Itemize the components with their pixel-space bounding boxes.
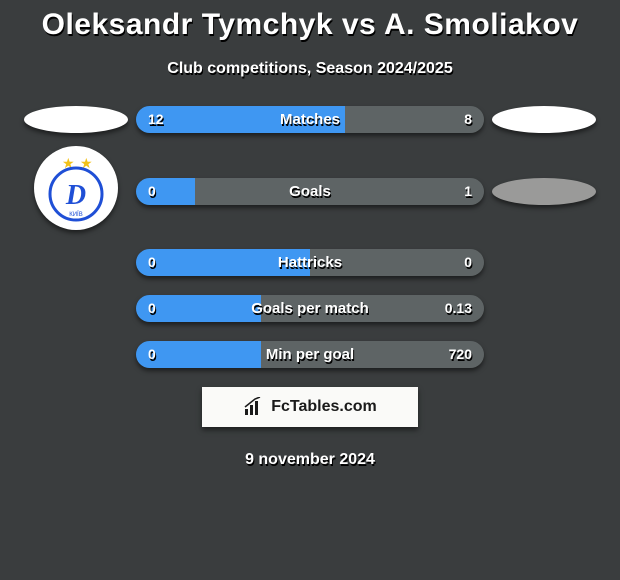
side-right-slot [484,106,604,133]
svg-text:D: D [65,180,86,211]
source-badge: FcTables.com [202,387,418,427]
svg-text:КИЇВ: КИЇВ [69,211,82,218]
stat-row: 0 Min per goal 720 [0,341,620,368]
chart-icon [243,397,265,417]
club-badge-icon: ★ ★ D КИЇВ [34,146,118,230]
comparison-stats: 12 Matches 8 ★ ★ D КИЇВ 0 Goals [0,106,620,368]
value-right: 1 [464,178,472,205]
stat-bar: 0 Hattricks 0 [136,249,484,276]
team-b-icon [492,106,596,133]
stat-bar: 0 Goals per match 0.13 [136,295,484,322]
stat-row: 0 Hattricks 0 [0,249,620,276]
stat-row: ★ ★ D КИЇВ 0 Goals 1 [0,152,620,230]
value-right: 720 [449,341,472,368]
stat-row: 0 Goals per match 0.13 [0,295,620,322]
source-label: FcTables.com [271,398,377,416]
stat-bar: 0 Goals 1 [136,178,484,205]
side-right-slot [484,178,604,205]
team-b-alt-icon [492,178,596,205]
side-left-slot [16,106,136,133]
stat-label: Hattricks [136,249,484,276]
stat-bar: 12 Matches 8 [136,106,484,133]
stat-bar: 0 Min per goal 720 [136,341,484,368]
team-a-icon [24,106,128,133]
stat-label: Goals per match [136,295,484,322]
value-right: 8 [464,106,472,133]
value-right: 0.13 [445,295,472,322]
value-right: 0 [464,249,472,276]
stat-label: Matches [136,106,484,133]
stat-row: 12 Matches 8 [0,106,620,133]
side-left-slot: ★ ★ D КИЇВ [16,152,136,230]
subtitle: Club competitions, Season 2024/2025 [0,60,620,78]
stat-label: Goals [136,178,484,205]
stat-label: Min per goal [136,341,484,368]
date-label: 9 november 2024 [0,451,620,469]
page-title: Oleksandr Tymchyk vs A. Smoliakov [0,0,620,42]
